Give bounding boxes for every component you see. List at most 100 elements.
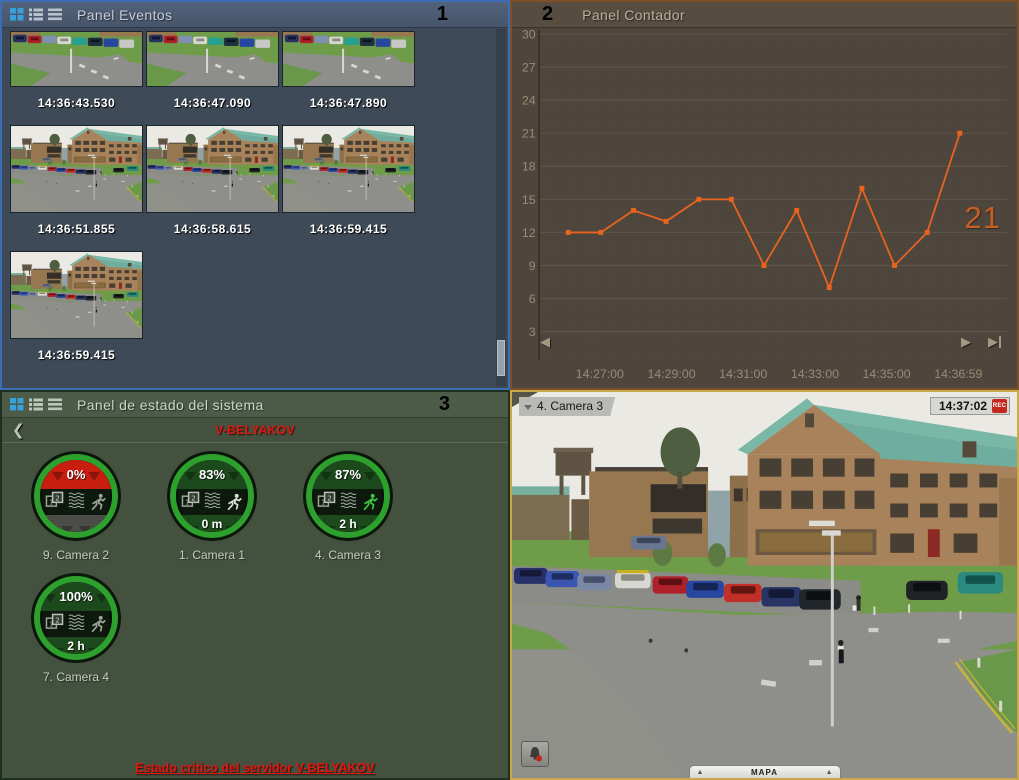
svg-text:27: 27 [522,60,536,74]
back-chevron-icon[interactable]: ❮ [12,422,25,439]
svg-text:14:31:00: 14:31:00 [719,367,767,381]
events-grid: 14:36:43.530 14:36:47.090 14:36:47.890 1… [2,29,496,386]
down-arrow-icon [225,526,238,532]
panel-number: 2 [542,3,554,25]
event-thumbnail-item[interactable]: 14:36:47.890 [282,31,415,110]
gauge-icon-band: 1 2 [40,611,112,637]
svg-text:14:29:00: 14:29:00 [647,367,695,381]
panel-estado-header[interactable]: Panel de estado del sistema 3 [2,392,508,418]
panel-contador-header[interactable]: 2 Panel Contador [512,2,1017,28]
chart-scroll-left-button[interactable]: ◀ [540,334,550,349]
event-thumbnail-item[interactable]: 14:36:58.615 [146,125,279,236]
svg-text:1: 1 [49,619,54,628]
panel-number: 1 [436,3,448,25]
gauge-bottom-section: 2 h [40,637,112,654]
gauge-percent-value: 100% [59,589,93,604]
grid-view-icon[interactable] [10,398,24,411]
gauge-percent-value: 83% [198,467,226,482]
camera-status-gauge[interactable]: 0% 1 2 [8,454,144,562]
svg-text:2: 2 [55,615,60,624]
frames-icon: 1 2 [181,491,200,513]
list-view-icon[interactable] [29,8,43,21]
svg-text:14:35:00: 14:35:00 [863,367,911,381]
down-arrow-icon [95,593,108,609]
waves-icon [204,491,221,513]
panel-number: 3 [438,393,450,415]
detail-view-icon[interactable] [48,398,62,411]
event-thumbnail-item[interactable]: 14:36:43.530 [10,31,143,110]
camera-timestamp: 14:37:02 [938,399,987,413]
list-view-icon[interactable] [29,398,43,411]
svg-text:15: 15 [522,193,536,207]
panel-eventos-header[interactable]: Panel Eventos 1 [2,2,508,28]
down-arrow-icon [79,526,91,532]
camera-status-gauge[interactable]: 83% 1 2 [144,454,280,562]
waves-icon [68,613,85,635]
camera-status-gauges: 0% 1 2 [8,454,416,684]
camera-name-label: 4. Camera 3 [537,399,604,413]
map-drawer-label: MAPA [751,767,778,777]
svg-text:3: 3 [529,325,536,339]
svg-text:2: 2 [191,493,196,502]
gauge-bottom-section: 2 h [312,515,384,532]
detail-view-icon[interactable] [48,8,62,21]
down-arrow-icon [44,593,57,609]
panel-title: Panel Contador [582,6,686,23]
down-arrow-icon [228,471,241,487]
alarm-bell-button[interactable] [521,741,549,767]
server-critical-alert[interactable]: Estado critico del servidor V-BELYAKOV [135,761,375,775]
svg-text:6: 6 [529,292,536,306]
camera-status-gauge[interactable]: 100% 1 2 [8,576,144,684]
svg-text:9: 9 [529,259,536,273]
camera-video-image [512,392,1017,778]
camera-name-flag[interactable]: 4. Camera 3 [519,397,616,416]
down-arrow-icon [87,648,100,654]
gauge-percent-value: 87% [334,467,362,482]
gauge-camera-label: 1. Camera 1 [178,548,246,562]
grid-view-icon[interactable] [10,8,24,21]
map-drawer-handle[interactable]: ▲ MAPA ▲ [688,765,841,778]
down-arrow-icon [359,526,372,532]
events-scrollbar[interactable] [496,29,506,386]
event-thumbnail-item[interactable]: 14:36:51.855 [10,125,143,236]
event-thumbnail-image [282,31,415,87]
down-arrow-icon [88,471,101,487]
server-name: V-BELYAKOV [215,423,295,437]
bell-icon [530,747,542,762]
running-man-icon [89,615,107,633]
svg-text:1: 1 [49,497,54,506]
gauge-bottom-section [40,515,112,532]
panel-camera-view[interactable]: 4. Camera 3 14:37:02 REC ▲ MAPA ▲ [510,390,1019,780]
running-man-icon [89,493,107,511]
gauge-icon-band: 1 2 [176,489,248,515]
event-timestamp: 14:36:58.615 [173,222,252,236]
svg-text:30: 30 [522,30,536,41]
down-arrow-icon [324,526,337,532]
svg-text:1: 1 [321,497,326,506]
panel-title: Panel de estado del sistema [77,396,264,413]
gauge-circle: 0% 1 2 [34,454,118,538]
chart-jump-to-end-button[interactable]: ▶ [988,335,1001,348]
drawer-up-arrow-icon: ▲ [825,768,833,776]
svg-text:18: 18 [522,160,536,174]
frames-icon: 1 2 [317,491,336,513]
panel-contador: 2 Panel Contador 3 6 9 12 15 18 21 24 27 30 14:27:… [510,0,1019,390]
camera-status-gauge[interactable]: 87% 1 2 [280,454,416,562]
event-thumbnail-item[interactable]: 14:36:47.090 [146,31,279,110]
chart-scroll-right-button[interactable]: ▶ [961,334,971,349]
gauge-duration-value: 2 h [67,639,85,653]
svg-text:14:36:59: 14:36:59 [934,367,982,381]
event-timestamp: 14:36:51.855 [37,222,116,236]
down-arrow-icon [51,471,64,487]
gauge-circle: 83% 1 2 [170,454,254,538]
event-thumbnail-item[interactable]: 14:36:59.415 [282,125,415,236]
event-thumbnail-image [10,31,143,87]
svg-text:1: 1 [185,497,190,506]
svg-text:2: 2 [55,493,60,502]
gauge-camera-label: 9. Camera 2 [42,548,110,562]
events-scrollbar-thumb[interactable] [497,340,505,376]
event-thumbnail-item[interactable]: 14:36:59.415 [10,251,143,362]
gauge-camera-label: 4. Camera 3 [314,548,382,562]
event-timestamp: 14:36:47.090 [173,96,252,110]
